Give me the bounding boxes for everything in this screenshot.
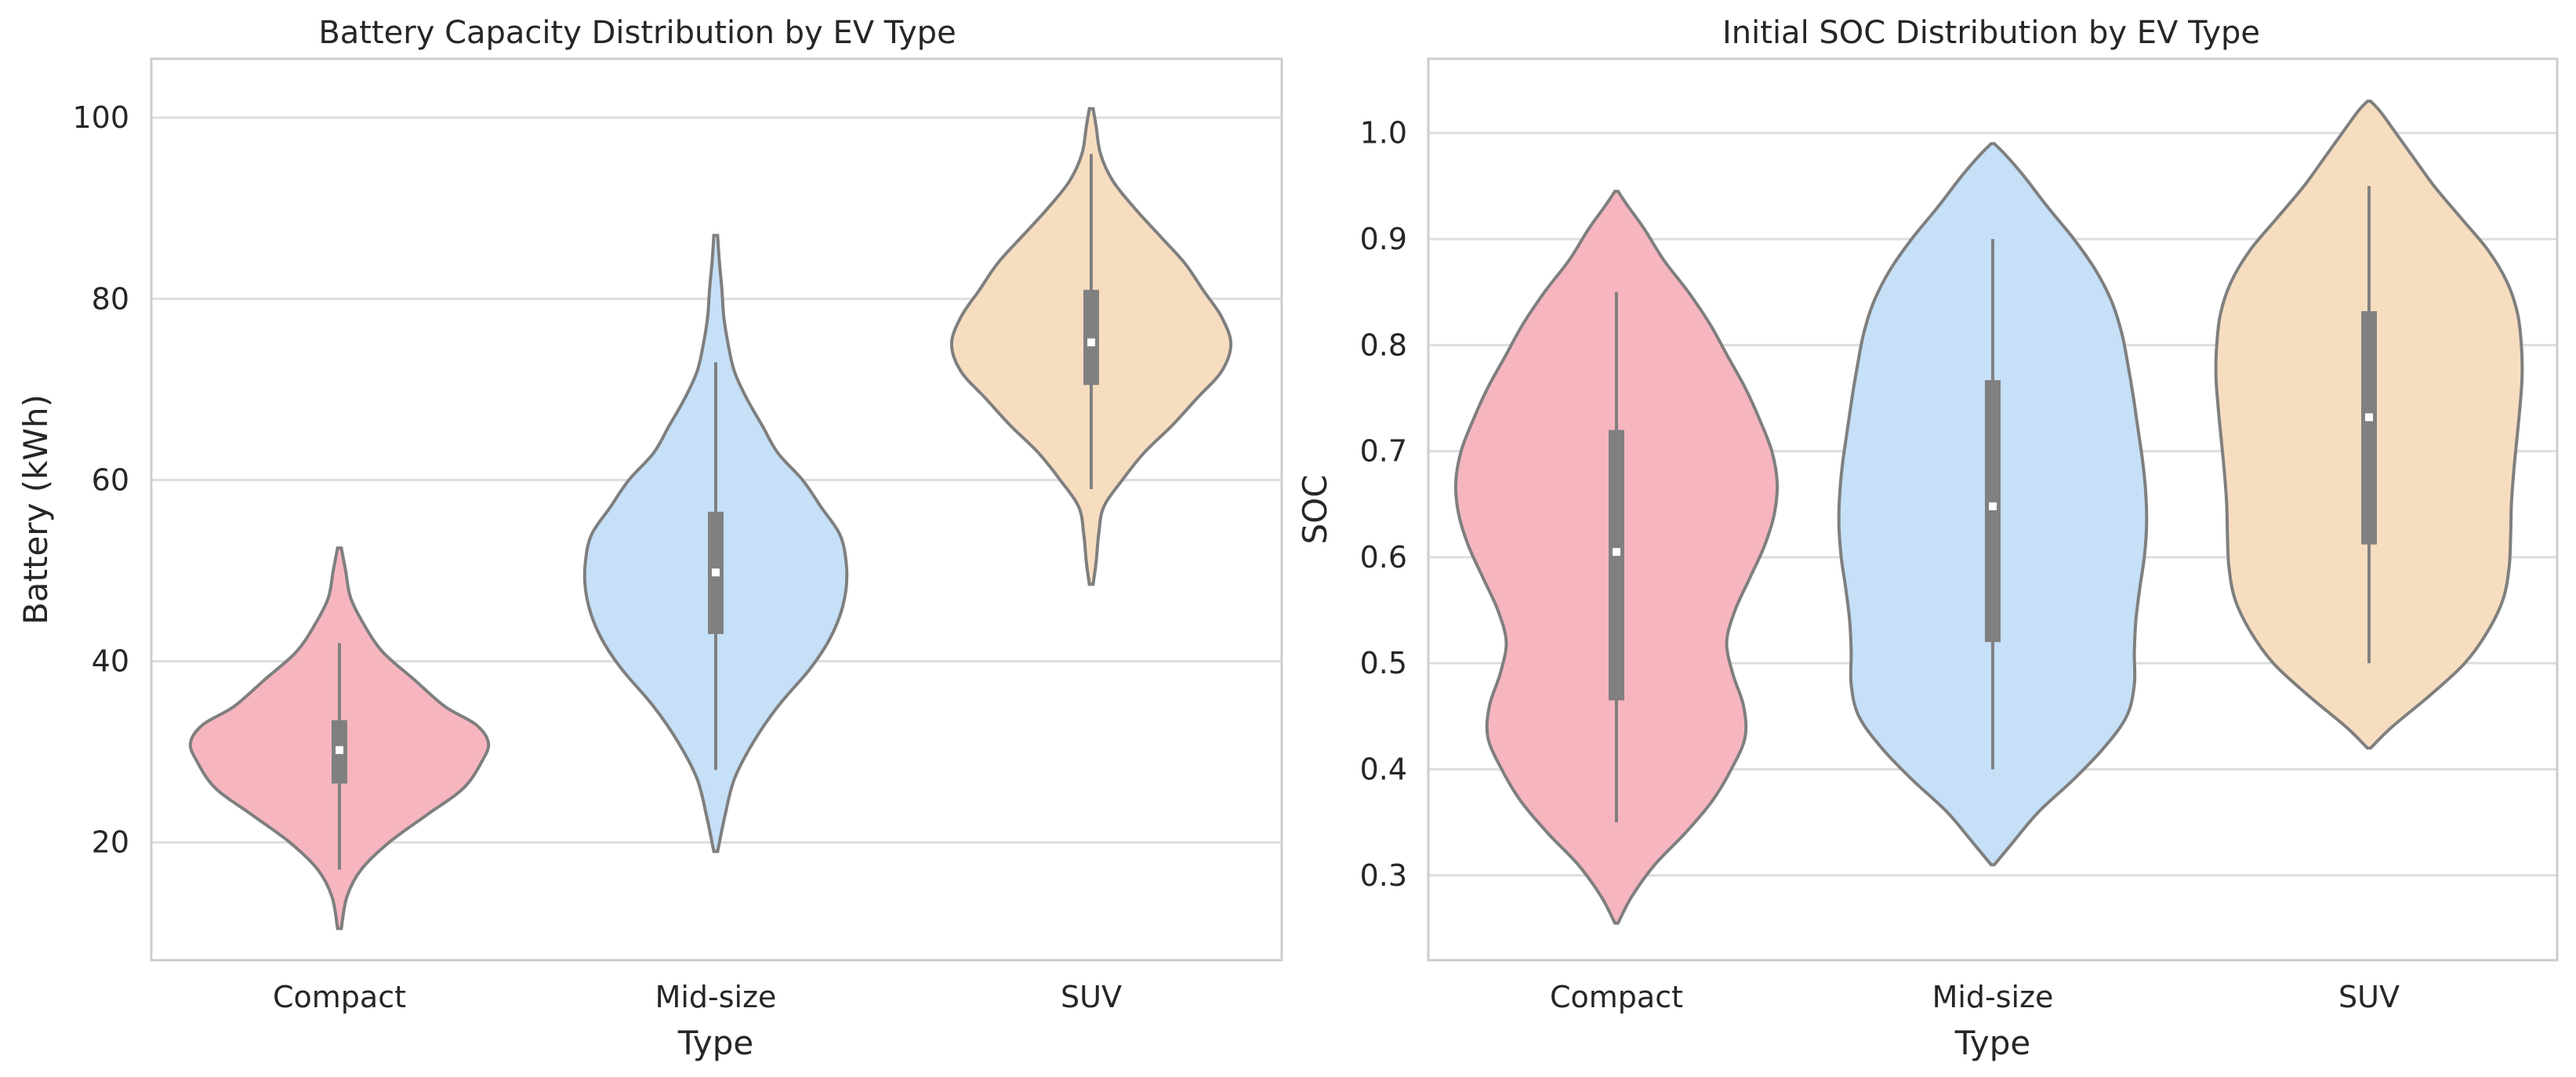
median-marker	[2365, 413, 2373, 422]
y-tick-label: 20	[92, 825, 129, 860]
x-tick-label: Mid-size	[655, 980, 777, 1014]
violins	[188, 107, 1233, 930]
y-tick-label: 0.7	[1360, 434, 1407, 469]
y-tick-label: 0.4	[1360, 752, 1407, 786]
y-tick-label: 100	[72, 100, 129, 135]
violin-suv	[2214, 100, 2524, 750]
median-marker	[1087, 338, 1095, 346]
median-marker	[336, 745, 343, 754]
violin-mid-size	[582, 234, 849, 854]
x-tick-label: Compact	[1550, 980, 1683, 1014]
x-axis-label: Type	[677, 1024, 753, 1062]
violin-mid-size	[1837, 142, 2149, 867]
violin-suv	[949, 107, 1233, 586]
violin-compact	[188, 546, 491, 930]
initial-soc-chart: Initial SOC Distribution by EV Type 0.30…	[1296, 15, 2559, 1062]
x-axis-label: Type	[1954, 1024, 2030, 1062]
x-tick-label: Mid-size	[1932, 980, 2054, 1014]
y-tick-labels: 20 40 60 80 100	[72, 100, 129, 860]
median-marker	[1613, 548, 1620, 557]
x-tick-label: SUV	[1061, 980, 1122, 1014]
y-tick-label: 0.9	[1360, 222, 1407, 256]
chart-title: Battery Capacity Distribution by EV Type	[318, 15, 956, 51]
x-tick-label: Compact	[273, 980, 406, 1014]
y-tick-labels: 0.3 0.4 0.5 0.6 0.7 0.8 0.9 1.0	[1360, 116, 1407, 893]
y-tick-label: 60	[92, 462, 129, 497]
axes-frame	[150, 57, 1283, 962]
y-axis-label: Battery (kWh)	[16, 394, 55, 625]
y-tick-label: 0.5	[1360, 646, 1407, 680]
median-marker	[712, 568, 720, 577]
y-tick-label: 0.8	[1360, 328, 1407, 362]
x-tick-labels: Compact Mid-size SUV	[1550, 980, 2400, 1014]
y-tick-label: 1.0	[1360, 116, 1407, 150]
y-tick-label: 80	[92, 281, 129, 316]
violins	[1453, 100, 2524, 925]
x-tick-labels: Compact Mid-size SUV	[273, 980, 1122, 1014]
y-tick-label: 0.6	[1360, 540, 1407, 575]
x-tick-label: SUV	[2338, 980, 2400, 1014]
battery-capacity-chart: Battery Capacity Distribution by EV Type…	[16, 15, 1283, 1062]
axes-frame	[1427, 57, 2559, 962]
median-marker	[1989, 502, 1997, 510]
y-tick-label: 0.3	[1360, 858, 1407, 893]
y-axis-label: SOC	[1296, 474, 1334, 544]
y-tick-label: 40	[92, 644, 129, 679]
chart-title: Initial SOC Distribution by EV Type	[1722, 15, 2260, 51]
violin-compact	[1453, 190, 1780, 925]
